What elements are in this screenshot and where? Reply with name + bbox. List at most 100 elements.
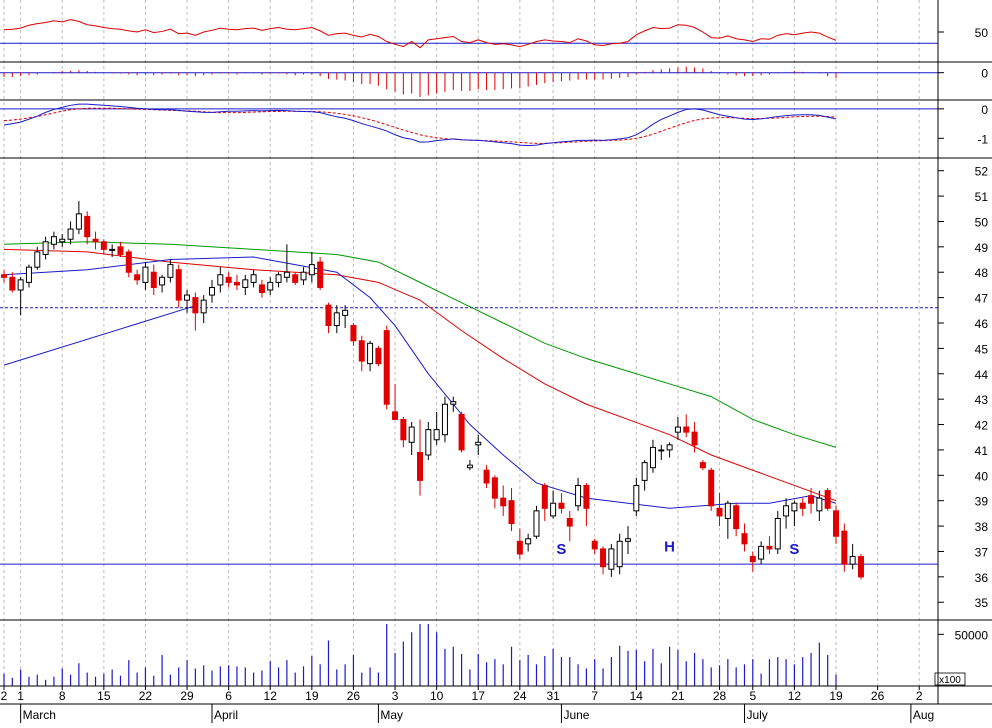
candle-up — [791, 502, 798, 512]
price-tick-label: 45 — [975, 342, 989, 356]
candle-down — [808, 495, 815, 504]
price-tick-label: 38 — [975, 520, 989, 534]
moving-average-green — [3, 241, 837, 448]
candle-down — [699, 462, 706, 469]
candle-up — [209, 286, 215, 296]
x-axis: 2 1 8 15 22 29 6 12 19 26 3 10 17 24 31 7 14 21 28 5 12 19 26 2… — [1, 686, 934, 723]
price-tick-label: 44 — [975, 368, 989, 382]
candle-up — [674, 426, 681, 433]
candle-up — [408, 426, 415, 443]
x-tick-label: 10 — [430, 689, 444, 703]
candle-up — [641, 462, 648, 481]
candle-down — [100, 241, 107, 250]
x-tick-label: 2 — [916, 689, 923, 703]
volume-tick-label: 50000 — [955, 628, 989, 642]
candle-up — [59, 238, 66, 243]
x-tick-label: 8 — [59, 689, 66, 703]
candle-down — [458, 413, 465, 451]
month-label: June — [563, 708, 589, 722]
month-label: March — [23, 708, 56, 722]
candle-up — [67, 228, 74, 240]
candle-down — [491, 477, 498, 499]
candle-down — [225, 276, 232, 283]
candle-up — [308, 264, 315, 276]
candle-down — [733, 505, 740, 530]
candle-down — [749, 556, 756, 563]
x-tick-label: 17 — [472, 689, 486, 703]
candle-up — [142, 266, 149, 283]
candle-down — [683, 426, 690, 433]
candle-up — [525, 538, 532, 545]
candle-up — [475, 441, 482, 446]
macd-panel — [0, 103, 938, 147]
month-label: April — [214, 708, 238, 722]
candle-down — [516, 540, 523, 555]
candle-up — [533, 510, 540, 537]
candle-up — [666, 444, 673, 451]
rsi-line — [3, 19, 837, 49]
price-tick-label: 48 — [975, 266, 989, 280]
volume-multiplier-label: x100 — [939, 675, 961, 686]
price-tick-label: 49 — [975, 241, 989, 255]
candle-down — [350, 325, 357, 342]
candle-down — [117, 246, 124, 255]
candle-down — [716, 507, 723, 517]
candle-up — [200, 299, 207, 314]
x-tick-label: 24 — [513, 689, 527, 703]
candle-up — [109, 248, 116, 251]
pattern-label: H — [664, 538, 675, 555]
candle-down — [566, 517, 573, 527]
macd-tick-label: -1 — [977, 132, 988, 146]
price-tick-label: 51 — [975, 190, 989, 204]
price-tick-label: 42 — [975, 419, 989, 433]
candle-up — [625, 538, 631, 542]
candle-up — [167, 264, 174, 278]
candle-up — [217, 274, 224, 286]
candle-down — [358, 340, 365, 362]
x-tick-label: 19 — [829, 689, 843, 703]
candle-down — [134, 274, 141, 281]
price-tick-label: 36 — [975, 571, 989, 585]
candle-up — [50, 236, 57, 245]
candle-down — [1, 274, 7, 278]
candle-up — [42, 241, 49, 255]
candle-up — [367, 342, 374, 365]
rsi-panel — [0, 19, 938, 49]
candle-up — [250, 274, 257, 283]
candle-up — [342, 309, 349, 316]
candle-down — [325, 304, 332, 327]
candle-down — [9, 276, 16, 291]
right-axis: 50 0 0 -1 35 36 37 38 39 40 41 42 43 44 45 46 47 48 49 50 51… — [934, 26, 989, 686]
candle-up — [633, 484, 640, 512]
candle-down — [857, 556, 864, 578]
x-tick-label: 31 — [546, 689, 560, 703]
candle-down — [92, 238, 99, 243]
x-tick-label: 26 — [871, 689, 885, 703]
candle-up — [450, 401, 457, 405]
trendline — [3, 305, 196, 366]
candle-up — [783, 505, 790, 517]
candle-up — [550, 502, 557, 517]
x-tick-label: 12 — [788, 689, 802, 703]
x-tick-label: 15 — [97, 689, 111, 703]
candle-up — [425, 429, 432, 456]
price-tick-label: 35 — [975, 596, 989, 610]
candle-down — [500, 497, 507, 507]
candle-down — [600, 548, 607, 568]
candle-up — [441, 403, 448, 436]
candle-up — [608, 548, 615, 570]
candle-up — [242, 279, 249, 288]
candle-down — [508, 500, 515, 525]
candle-down — [417, 451, 423, 481]
price-tick-label: 50 — [975, 215, 989, 229]
candle-down — [824, 490, 831, 509]
candle-down — [708, 469, 715, 507]
x-tick-label: 19 — [305, 689, 319, 703]
candle-up — [333, 312, 340, 327]
candle-down — [741, 533, 748, 545]
candle-down — [483, 469, 490, 484]
candle-down — [691, 431, 698, 446]
candle-down — [799, 502, 806, 509]
